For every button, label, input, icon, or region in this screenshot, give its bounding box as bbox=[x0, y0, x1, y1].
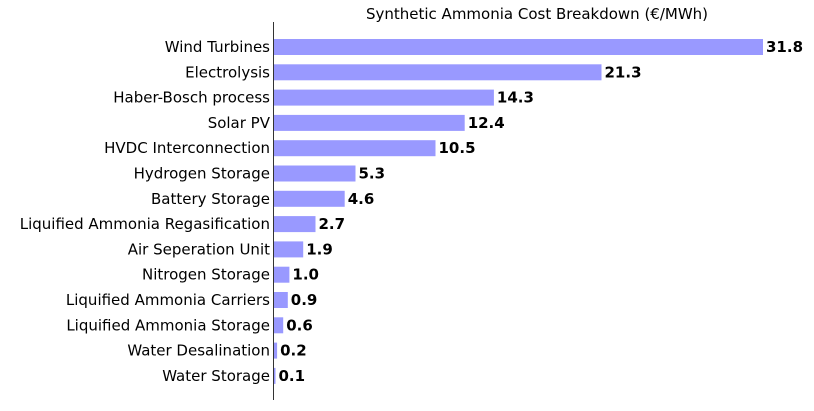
chart-title: Synthetic Ammonia Cost Breakdown (€/MWh) bbox=[366, 5, 708, 23]
value-label-11: 0.6 bbox=[286, 316, 313, 334]
value-label-0: 31.8 bbox=[766, 38, 803, 56]
category-label-3: Solar PV bbox=[208, 114, 271, 132]
value-label-12: 0.2 bbox=[280, 342, 307, 360]
bars-layer bbox=[274, 39, 763, 384]
bar-13 bbox=[274, 367, 276, 384]
category-label-8: Air Seperation Unit bbox=[128, 240, 270, 258]
category-label-13: Water Storage bbox=[162, 367, 270, 385]
bar-10 bbox=[274, 292, 288, 308]
value-label-13: 0.1 bbox=[279, 367, 306, 385]
category-labels: Wind Turbines Electrolysis Haber-Bosch pro… bbox=[20, 38, 271, 385]
value-label-1: 21.3 bbox=[605, 63, 642, 81]
category-label-9: Nitrogen Storage bbox=[142, 266, 270, 284]
category-label-0: Wind Turbines bbox=[165, 38, 270, 56]
category-label-7: Liquified Ammonia Regasification bbox=[20, 215, 270, 233]
category-label-10: Liquified Ammonia Carriers bbox=[66, 291, 270, 309]
bar-11 bbox=[274, 317, 284, 334]
value-label-5: 5.3 bbox=[359, 165, 386, 183]
value-label-10: 0.9 bbox=[291, 291, 318, 309]
value-label-9: 1.0 bbox=[292, 266, 319, 284]
bar-3 bbox=[274, 114, 465, 131]
bar-1 bbox=[274, 64, 602, 81]
value-label-3: 12.4 bbox=[468, 114, 505, 132]
bar-8 bbox=[274, 241, 304, 258]
category-label-12: Water Desalination bbox=[127, 342, 270, 360]
value-label-2: 14.3 bbox=[497, 89, 534, 107]
value-labels: 31.8 21.3 14.3 12.4 10.5 5.3 4.62.7 1.9 1.0 0.9 0.… bbox=[279, 38, 804, 385]
category-label-6: Battery Storage bbox=[151, 190, 270, 208]
bar-2 bbox=[274, 89, 494, 106]
bar-5 bbox=[274, 165, 356, 182]
bar-12 bbox=[274, 342, 278, 359]
category-label-2: Haber-Bosch process bbox=[113, 89, 270, 107]
value-label-8: 1.9 bbox=[306, 240, 333, 258]
bar-4 bbox=[274, 140, 436, 157]
category-label-5: Hydrogen Storage bbox=[134, 165, 270, 183]
category-label-1: Electrolysis bbox=[185, 63, 270, 81]
value-label-6: 4.6 bbox=[348, 190, 375, 208]
bar-7 bbox=[274, 216, 316, 233]
bar-0 bbox=[274, 39, 763, 55]
value-label-7: 2.7 bbox=[319, 215, 346, 233]
category-label-4: HVDC Interconnection bbox=[104, 139, 270, 157]
value-label-4: 10.5 bbox=[439, 139, 476, 157]
bar-6 bbox=[274, 190, 345, 207]
category-label-11: Liquified Ammonia Storage bbox=[66, 316, 270, 334]
bar-9 bbox=[274, 266, 290, 283]
